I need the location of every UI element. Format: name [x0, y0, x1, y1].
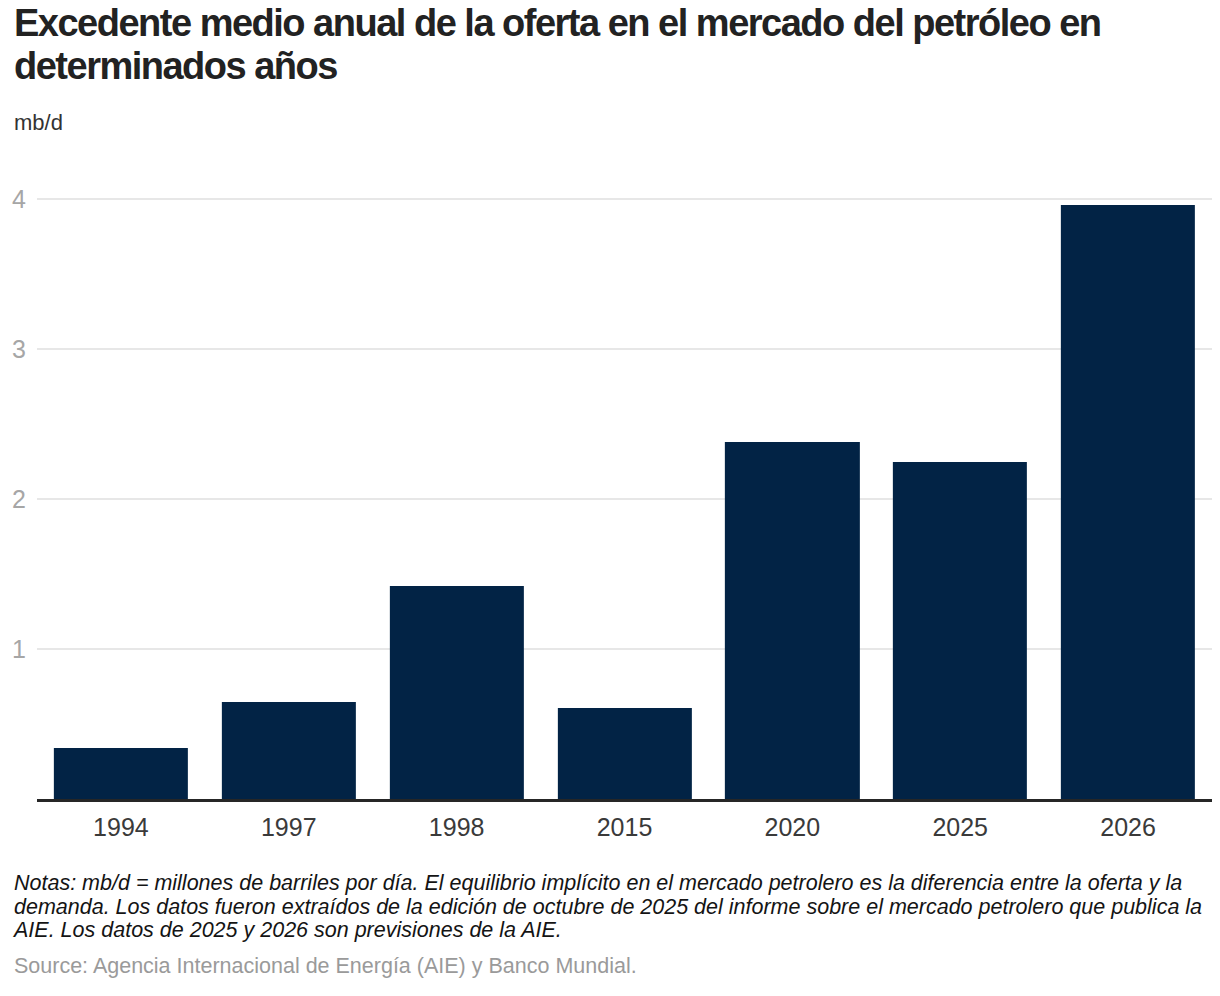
x-axis-label-2020: 2020 [765, 813, 821, 842]
bar-2026 [1061, 205, 1195, 799]
y-axis-unit-label: mb/d [14, 110, 63, 136]
bar-2015 [557, 708, 691, 800]
chart-notes: Notas: mb/d = millones de barriles por d… [14, 872, 1210, 943]
chart-title: Excedente medio anual de la oferta en el… [14, 2, 1114, 88]
chart-card: Excedente medio anual de la oferta en el… [0, 0, 1220, 996]
chart-source: Source: Agencia Internacional de Energía… [14, 954, 1210, 979]
y-axis-tick-label: 2 [12, 487, 26, 512]
bar-1994 [54, 748, 188, 799]
x-axis-label-2026: 2026 [1100, 813, 1156, 842]
plot-area: 12341994199719982015202020252026 [37, 199, 1212, 802]
gridline-y-2 [37, 498, 1212, 500]
bar-2020 [725, 442, 859, 799]
x-axis-label-1994: 1994 [93, 813, 149, 842]
bar-2025 [893, 462, 1027, 800]
x-axis-label-2015: 2015 [597, 813, 653, 842]
x-axis-label-1998: 1998 [429, 813, 485, 842]
y-axis-tick-label: 3 [12, 337, 26, 362]
gridline-y-4 [37, 198, 1212, 200]
y-axis-tick-label: 4 [12, 187, 26, 212]
bar-1997 [222, 702, 356, 800]
gridline-y-1 [37, 648, 1212, 650]
bar-1998 [390, 586, 524, 799]
x-axis-label-2025: 2025 [932, 813, 988, 842]
x-axis-label-1997: 1997 [261, 813, 317, 842]
gridline-y-3 [37, 348, 1212, 350]
y-axis-tick-label: 1 [12, 637, 26, 662]
